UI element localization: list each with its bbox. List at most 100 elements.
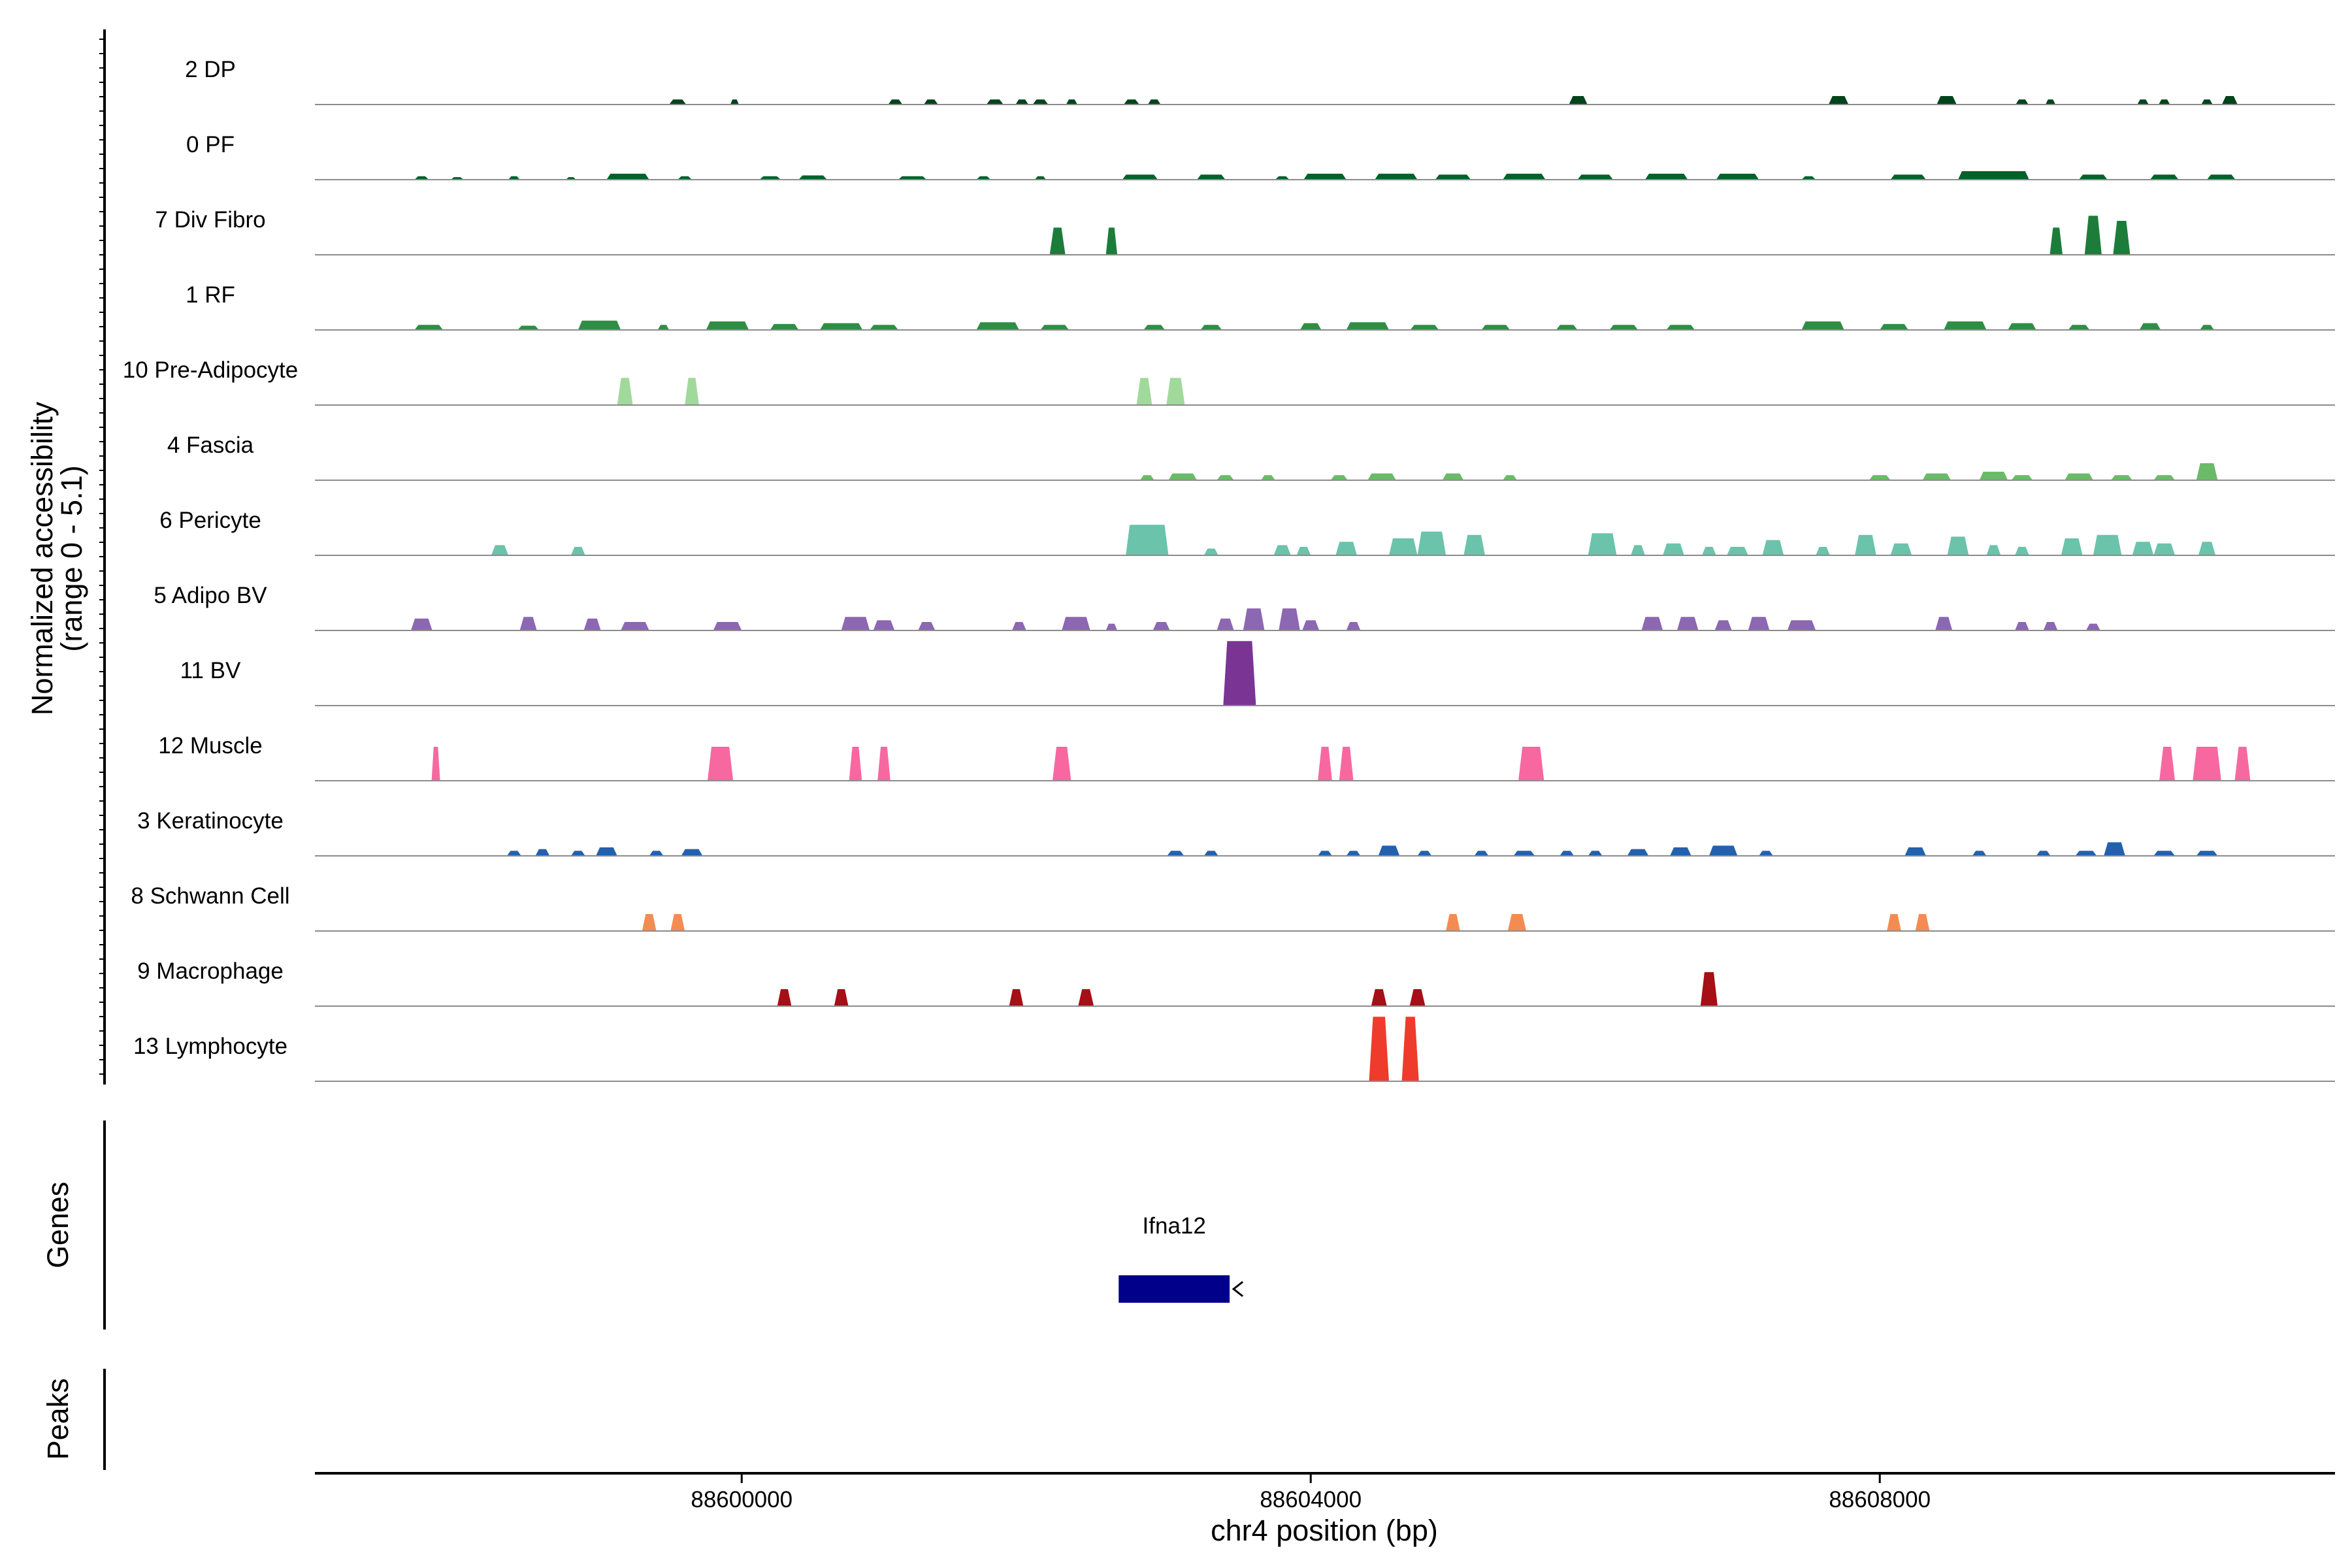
coverage-peak [1716, 173, 1759, 180]
coverage-peak [1375, 173, 1418, 180]
coverage-peak [1588, 533, 1617, 555]
track-label: 5 Adipo BV [154, 583, 267, 608]
coverage-peak [1167, 851, 1184, 856]
coverage-peak [1828, 96, 1849, 105]
coverage-peak [976, 176, 991, 180]
coverage-peak [1279, 608, 1300, 630]
coverage-peak [849, 747, 862, 781]
coverage-peak [1670, 847, 1691, 856]
coverage-peak [1078, 989, 1094, 1006]
coverage-peak [898, 176, 927, 180]
coverage-peak [2149, 174, 2179, 180]
coverage-peak [2045, 99, 2056, 105]
coverage-peak [2065, 473, 2093, 480]
coverage-peak [431, 747, 440, 781]
coverage-peak [2153, 543, 2176, 555]
coverage-peak [1922, 473, 1952, 480]
coverage-peak [1702, 547, 1716, 555]
coverage-peak [491, 545, 509, 555]
coverage-peak [2221, 96, 2238, 105]
track-7: 6 Pericyte [159, 508, 2335, 556]
coverage-peak [1049, 227, 1066, 255]
track-label: 0 PF [186, 132, 235, 157]
coverage-peak [1346, 322, 1389, 330]
coverage-peak [976, 322, 1019, 330]
y-axis-ticks [99, 39, 105, 1075]
coverage-peak [1203, 548, 1218, 555]
coverage-peak [1032, 99, 1049, 105]
coverage-peak [2075, 851, 2097, 856]
coverage-peak [1335, 542, 1357, 555]
y-axis-title-line1: Normalized accessibility [25, 401, 59, 715]
coverage-peak [923, 99, 938, 105]
track-label: 8 Schwann Cell [131, 883, 289, 909]
coverage-peak [1261, 475, 1275, 480]
coverage-peak [834, 989, 849, 1006]
coverage-peak [1666, 325, 1695, 330]
coverage-peak [1318, 747, 1332, 781]
coverage-peak [2043, 622, 2058, 630]
y-axis-title-line2: (range 0 - 5.1) [55, 465, 88, 651]
coverage-peak [1986, 545, 2001, 555]
coverage-peak [1243, 608, 1265, 630]
coverage-peak [519, 617, 537, 630]
coverage-peak [1303, 173, 1347, 180]
coverage-peak [1787, 620, 1816, 630]
coverage-peak [1442, 473, 1464, 480]
coverage-peak [2079, 174, 2108, 180]
coverage-peak [1676, 617, 1699, 630]
track-label: 2 DP [185, 57, 236, 82]
coverage-peak [596, 847, 617, 856]
gene-annotations: Ifna12 [1119, 1213, 1244, 1303]
coverage-peak [2061, 538, 2083, 555]
coverage-peak [2158, 99, 2170, 105]
coverage-peak [1034, 176, 1047, 180]
coverage-peak [2193, 747, 2221, 781]
coverage-peak [414, 325, 443, 330]
coverage-peak [1641, 617, 1663, 630]
coverage-peak [2111, 475, 2132, 480]
coverage-peak [1936, 96, 1957, 105]
coverage-peak [1371, 989, 1387, 1006]
track-label: 11 BV [180, 658, 241, 683]
coverage-peak [517, 325, 539, 330]
coverage-peak [798, 175, 827, 180]
track-3: 7 Div Fibro [155, 207, 2335, 255]
coverage-peak [759, 176, 781, 180]
coverage-peak [2084, 216, 2102, 255]
coverage-peak [1166, 378, 1185, 405]
coverage-peak [410, 618, 433, 630]
coverage-peak [1631, 545, 1645, 555]
coverage-peak [1200, 325, 1222, 330]
x-axis-ticks: 88600000 88604000 88608000 [691, 1473, 1931, 1512]
coverage-peak [1915, 914, 1930, 931]
track-5: 10 Pre-Adipocyte [123, 357, 2335, 406]
track-9: 11 BV [180, 641, 2335, 706]
coverage-peak [1296, 547, 1311, 555]
coverage-peak [1935, 617, 1953, 630]
coverage-peak [1318, 851, 1332, 856]
coverage-peak [1507, 914, 1527, 931]
coverage-peak [1152, 622, 1170, 630]
coverage-peak [1299, 323, 1322, 330]
coverage-peak [870, 325, 898, 330]
coverage-peak [1147, 99, 1161, 105]
coverage-peak [2159, 747, 2176, 781]
track-label: 7 Div Fibro [155, 207, 265, 233]
coverage-peak [1748, 617, 1770, 630]
coverage-peak [1217, 475, 1234, 480]
coverage-peak [1105, 623, 1118, 630]
track-label: 9 Macrophage [137, 958, 284, 984]
coverage-peak [877, 747, 890, 781]
track-label: 3 Keratinocyte [137, 808, 284, 834]
x-tick-label: 88604000 [1260, 1487, 1362, 1512]
coverage-tracks: 2 DP 0 PF 7 Div Fibro 1 RF 10 Pre-Adipocyte 4… [123, 57, 2335, 1082]
coverage-peak [770, 323, 799, 330]
coverage-peak [1223, 641, 1256, 706]
coverage-peak [1273, 545, 1291, 555]
coverage-peak [621, 622, 649, 630]
coverage-peak [1463, 534, 1485, 555]
coverage-peak [1556, 325, 1578, 330]
coverage-peak [1367, 473, 1396, 480]
